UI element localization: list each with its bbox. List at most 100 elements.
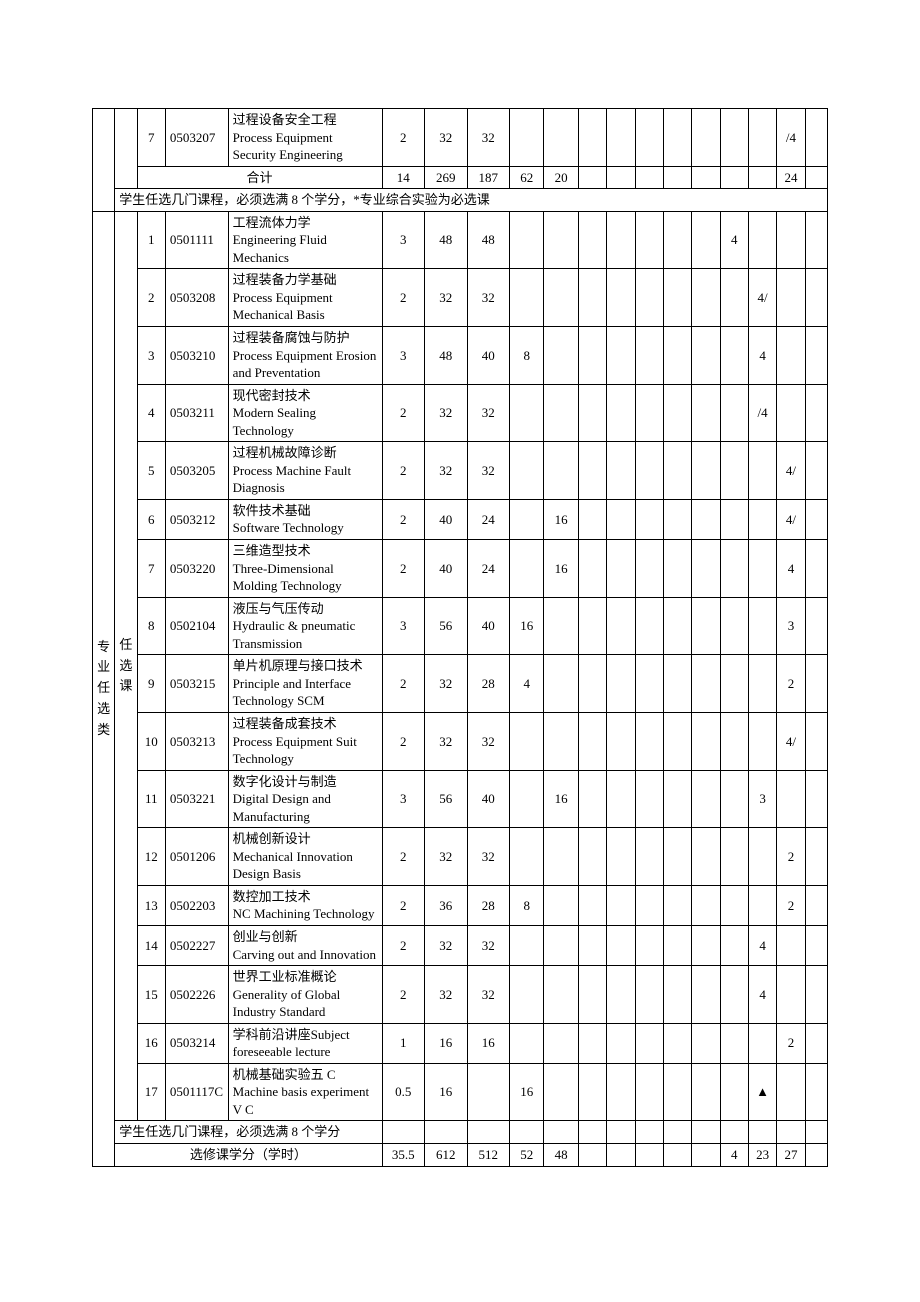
cell-v18 [805, 712, 827, 770]
cell-v14 [692, 442, 720, 500]
cell-v11 [607, 770, 635, 828]
cell-v7: 32 [467, 966, 510, 1024]
cell-v17 [777, 384, 805, 442]
table-row: 130502203数控加工技术NC Machining Technology23… [93, 885, 828, 925]
table-row: 100503213过程装备成套技术Process Equipment Suit … [93, 712, 828, 770]
cell-v9 [544, 712, 578, 770]
cell-v17 [777, 1063, 805, 1121]
cell-v18 [805, 166, 827, 189]
cell-v14 [692, 211, 720, 269]
cell-v5: 3 [382, 211, 425, 269]
cell-v12 [635, 269, 663, 327]
total-label: 合计 [137, 166, 382, 189]
cell-v15 [720, 269, 748, 327]
cell-v5: 0.5 [382, 1063, 425, 1121]
cell-v18 [805, 540, 827, 598]
cell-v11 [607, 327, 635, 385]
cell-v6: 56 [425, 597, 468, 655]
cell-v9 [544, 384, 578, 442]
cell-v7: 32 [467, 384, 510, 442]
course-code: 0503212 [165, 499, 228, 539]
cell-v10 [578, 540, 606, 598]
cell-v11 [607, 966, 635, 1024]
course-name: 数控加工技术NC Machining Technology [228, 885, 382, 925]
cell-v15 [720, 384, 748, 442]
cell-v7 [467, 1063, 510, 1121]
cell-v10 [578, 1023, 606, 1063]
grand-total-row: 选修课学分（学时）35.5612512524842327 [93, 1143, 828, 1166]
cell-v18 [805, 109, 827, 167]
course-code: 0503215 [165, 655, 228, 713]
cell-v7: 32 [467, 925, 510, 965]
table-row: 170501117C机械基础实验五 CMachine basis experim… [93, 1063, 828, 1121]
course-name: 机械基础实验五 CMachine basis experiment V C [228, 1063, 382, 1121]
cell-v5: 2 [382, 966, 425, 1024]
cell-v17: 4 [777, 540, 805, 598]
cell-v17: 27 [777, 1143, 805, 1166]
course-name: 创业与创新Carving out and Innovation [228, 925, 382, 965]
empty-cell [635, 1121, 663, 1144]
table-row: 140502227创业与创新Carving out and Innovation… [93, 925, 828, 965]
cell-v8 [510, 269, 544, 327]
cell-v13 [663, 327, 691, 385]
cell-v10 [578, 597, 606, 655]
cell-v16: 3 [748, 770, 776, 828]
cell-v6: 56 [425, 770, 468, 828]
course-code: 0503214 [165, 1023, 228, 1063]
cell-v7: 16 [467, 1023, 510, 1063]
cell-v10 [578, 109, 606, 167]
cell-v18 [805, 269, 827, 327]
cell-v9 [544, 1023, 578, 1063]
cell-v13 [663, 211, 691, 269]
cell-v5: 2 [382, 655, 425, 713]
course-code: 0503220 [165, 540, 228, 598]
cell-v6: 40 [425, 540, 468, 598]
cell-v13 [663, 109, 691, 167]
cell-v11 [607, 442, 635, 500]
cell-v16: 4/ [748, 269, 776, 327]
cell-v10 [578, 1063, 606, 1121]
course-code: 0502104 [165, 597, 228, 655]
cell-v12 [635, 166, 663, 189]
cell-v7: 28 [467, 655, 510, 713]
row-num: 13 [137, 885, 165, 925]
cell-v10 [578, 442, 606, 500]
cell-v11 [607, 712, 635, 770]
cell-v11 [607, 1063, 635, 1121]
cell-v9: 16 [544, 540, 578, 598]
cell-v9 [544, 597, 578, 655]
cell-v18 [805, 925, 827, 965]
cell-v17: 2 [777, 828, 805, 886]
cell-v11 [607, 540, 635, 598]
cell-v16: 4 [748, 925, 776, 965]
total-row: 合计14269187622024 [93, 166, 828, 189]
row-num: 2 [137, 269, 165, 327]
cell-v9: 16 [544, 770, 578, 828]
empty-cell [467, 1121, 510, 1144]
row-num: 15 [137, 966, 165, 1024]
course-code: 0503221 [165, 770, 228, 828]
cell-v8 [510, 1023, 544, 1063]
course-code: 0502227 [165, 925, 228, 965]
section1-label [93, 109, 115, 212]
cell-v7: 512 [467, 1143, 510, 1166]
cell-v14 [692, 1023, 720, 1063]
cell-v17 [777, 327, 805, 385]
cell-v15 [720, 166, 748, 189]
cell-v13 [663, 828, 691, 886]
cell-v6: 32 [425, 966, 468, 1024]
row-num: 1 [137, 211, 165, 269]
cell-v5: 35.5 [382, 1143, 425, 1166]
cell-v18 [805, 770, 827, 828]
course-table: 70503207过程设备安全工程Process Equipment Securi… [92, 108, 828, 1167]
cell-v14 [692, 327, 720, 385]
section2-label: 专业任选类 [93, 211, 115, 1166]
table-row: 70503207过程设备安全工程Process Equipment Securi… [93, 109, 828, 167]
cell-v6: 16 [425, 1023, 468, 1063]
cell-v15 [720, 540, 748, 598]
cell-v8 [510, 828, 544, 886]
cell-v13 [663, 1143, 691, 1166]
cell-v6: 32 [425, 384, 468, 442]
cell-v16 [748, 712, 776, 770]
course-name: 单片机原理与接口技术Principle and Interface Techno… [228, 655, 382, 713]
